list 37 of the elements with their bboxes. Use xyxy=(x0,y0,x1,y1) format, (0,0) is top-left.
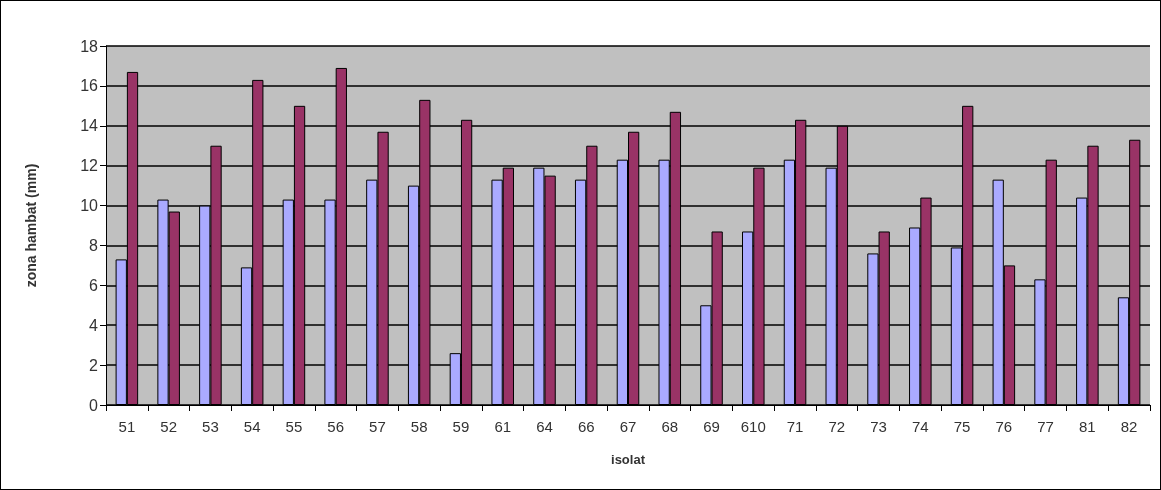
x-tick-label: 76 xyxy=(995,418,1013,435)
x-tick-label: 52 xyxy=(160,418,177,435)
x-tick-label: 55 xyxy=(285,418,303,435)
x-tick-label: 56 xyxy=(327,418,345,435)
y-tick-label: 12 xyxy=(80,157,99,175)
x-tick-label: 74 xyxy=(911,418,929,435)
y-tick-label: 8 xyxy=(89,236,99,254)
x-tick-label: 64 xyxy=(536,418,553,435)
x-tick-label: 53 xyxy=(202,418,219,435)
x-tick-label: 81 xyxy=(1079,418,1096,435)
y-tick-label: 16 xyxy=(80,77,99,95)
x-tick-label: 68 xyxy=(661,418,679,435)
x-tick-label: 54 xyxy=(243,418,261,435)
y-tick-label: 4 xyxy=(89,316,99,334)
x-tick-label: 82 xyxy=(1120,418,1138,435)
x-tick-label: 71 xyxy=(786,418,804,435)
x-tick-label: 75 xyxy=(953,418,971,435)
x-tick-label: 77 xyxy=(1037,418,1054,435)
y-tick-label: 6 xyxy=(89,276,99,294)
x-tick-label: 72 xyxy=(828,418,846,435)
x-tick-label: 57 xyxy=(369,418,386,435)
x-tick-label: 66 xyxy=(577,418,595,435)
x-tick-label: 51 xyxy=(118,418,136,435)
y-tick-label: 2 xyxy=(89,356,99,374)
x-tick-label: 59 xyxy=(452,418,470,435)
x-tick-label: 61 xyxy=(494,418,512,435)
y-tick-label: 14 xyxy=(80,117,99,135)
x-tick-label: 69 xyxy=(703,418,720,435)
x-tick-label: 73 xyxy=(870,418,887,435)
x-axis-title: isolat xyxy=(611,452,646,467)
y-tick-label: 18 xyxy=(80,37,99,55)
y-tick-label: 10 xyxy=(80,197,99,215)
y-axis-title: zona hambat (mm) xyxy=(23,163,39,288)
y-tick-label: 0 xyxy=(89,396,99,414)
x-tick-label: 610 xyxy=(740,418,766,435)
x-tick-label: 67 xyxy=(619,418,637,435)
x-tick-label: 58 xyxy=(410,418,428,435)
